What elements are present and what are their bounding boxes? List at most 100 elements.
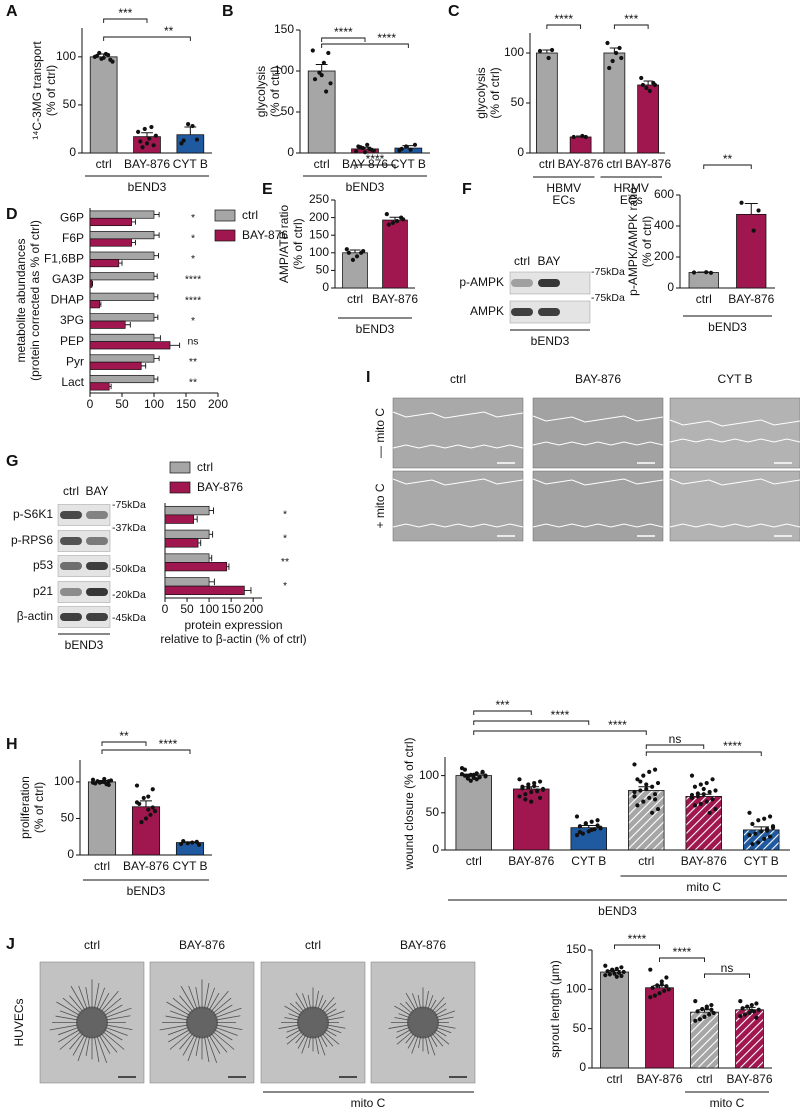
error-bar [349, 249, 361, 253]
column-label: CYT B [717, 372, 752, 386]
significance-bracket [321, 37, 366, 42]
wound-edge [392, 411, 524, 449]
data-point [697, 1017, 702, 1022]
significance-bracket [645, 744, 705, 749]
bar [637, 84, 659, 154]
error-bar [643, 80, 653, 85]
data-point [138, 139, 143, 144]
error-bar [139, 800, 153, 807]
legend-swatch [214, 209, 236, 222]
data-point [644, 786, 649, 792]
error-bar [209, 578, 215, 586]
spheroid [186, 1006, 218, 1039]
significance-label: ** [281, 556, 289, 568]
data-point [386, 222, 391, 227]
y-axis-label: (% of ctrl) [268, 66, 282, 117]
x-tick-label: 200 [243, 602, 263, 616]
data-point [749, 1008, 754, 1013]
data-point [655, 806, 661, 812]
error-bar [523, 786, 540, 789]
data-point [153, 133, 158, 138]
x-tick-label: 150 [221, 602, 241, 616]
panel-letter: F [462, 181, 472, 198]
y-tick-label: 50 [426, 805, 440, 819]
data-point [384, 211, 389, 217]
data-point [632, 794, 637, 799]
data-point [689, 792, 695, 798]
data-point [147, 136, 152, 141]
data-point [710, 797, 715, 802]
error-bar [389, 216, 401, 221]
bar [164, 577, 210, 587]
data-point [595, 823, 600, 828]
data-point [574, 814, 580, 819]
data-point [738, 999, 743, 1004]
size-marker: -37kDa [112, 522, 146, 534]
error-bar [131, 239, 136, 246]
data-point [641, 799, 646, 804]
data-point [148, 812, 153, 817]
significance-label: **** [334, 25, 353, 39]
data-point [750, 821, 755, 827]
data-point [404, 144, 409, 149]
data-point [571, 134, 576, 140]
error-bar [198, 539, 202, 547]
size-marker: -75kDa [112, 499, 146, 511]
cell-line-label: bEND3 [531, 334, 570, 348]
y-tick-label: 250 [309, 192, 329, 206]
blot-band [511, 279, 533, 287]
y-tick-label: F1,6BP [44, 252, 84, 266]
error-bar [99, 301, 102, 307]
data-point [695, 1009, 700, 1014]
significance-label: **** [554, 12, 573, 26]
group-label: mito C [351, 1096, 386, 1110]
y-tick-label: Pyr [66, 354, 84, 368]
blot-strip [57, 555, 111, 577]
spheroid [407, 1006, 439, 1039]
column-label: ctrl [450, 372, 466, 386]
x-tick-label: BAY-876 [726, 1072, 772, 1086]
data-point [134, 800, 140, 805]
data-point [346, 250, 351, 255]
data-point [529, 789, 534, 795]
y-axis-label: metabolite abundances [14, 238, 28, 362]
error-bar [154, 376, 159, 382]
data-point [142, 126, 147, 132]
data-point [517, 777, 522, 782]
y-axis-label: p-AMPK/AMPK ratio [626, 187, 640, 296]
data-point [146, 794, 151, 799]
significance-label: **** [159, 737, 178, 751]
legend-label: ctrl [197, 460, 213, 474]
significance-label: ** [189, 356, 197, 368]
data-point [312, 77, 318, 82]
significance-label: **** [185, 294, 201, 306]
data-point [638, 779, 643, 784]
panel-letter: G [6, 453, 18, 470]
x-tick-label: BAY-876 [123, 859, 169, 873]
significance-label: * [191, 253, 195, 265]
data-point [638, 788, 643, 793]
y-tick-label: 0 [579, 1060, 586, 1074]
data-point [365, 142, 370, 147]
y-tick-label: 600 [654, 187, 674, 201]
data-point [610, 58, 615, 64]
data-point [90, 780, 96, 785]
data-point [607, 65, 612, 71]
data-point [747, 833, 752, 838]
bar [89, 354, 155, 363]
bar [164, 562, 228, 572]
x-tick-label: 50 [115, 397, 129, 411]
data-point [657, 991, 662, 996]
data-point [583, 821, 588, 826]
data-point [614, 966, 619, 971]
data-point [740, 1006, 745, 1011]
data-point [711, 1010, 716, 1016]
data-point [707, 810, 712, 815]
data-point [483, 773, 488, 778]
error-bar [118, 260, 123, 266]
bar [600, 971, 629, 1069]
x-tick-label: ctrl [697, 1072, 713, 1086]
micrograph [669, 470, 800, 542]
error-bar [154, 314, 159, 321]
panel-letter: H [6, 736, 18, 753]
